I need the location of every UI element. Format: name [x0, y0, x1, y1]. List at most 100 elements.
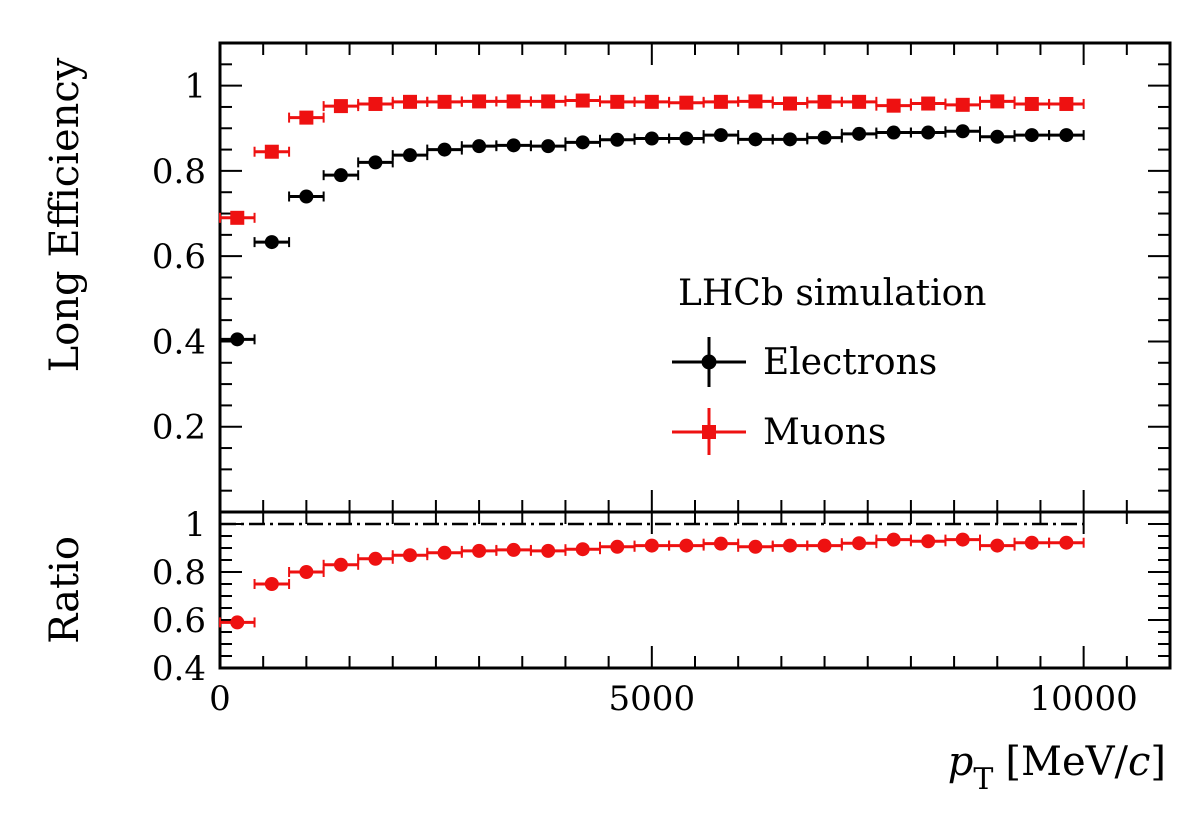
- electrons-point: [852, 126, 867, 141]
- electrons-point: [230, 332, 245, 347]
- bottom-panel-frame: [218, 510, 1172, 670]
- muons-point: [368, 96, 383, 111]
- ratio-point: [610, 539, 625, 554]
- y-tick-label: 0.8: [152, 553, 206, 593]
- legend-electrons-label: Electrons: [763, 342, 937, 383]
- muons-point: [299, 110, 314, 125]
- ratio-point: [472, 543, 487, 558]
- electrons-point: [990, 129, 1005, 144]
- ratio-point: [713, 536, 728, 551]
- muons-point: [713, 94, 728, 109]
- ratio-point: [299, 565, 314, 579]
- ratio-point: [403, 548, 417, 563]
- y-tick-label: 0.6: [152, 601, 206, 641]
- muons-point: [1024, 96, 1039, 111]
- muons-point: [679, 95, 694, 110]
- electrons-point: [886, 125, 901, 140]
- legend-muons-label: Muons: [763, 412, 886, 453]
- muons-point: [748, 94, 763, 109]
- series-electrons: [219, 124, 1085, 347]
- muons-point: [852, 94, 867, 109]
- muons-point: [1059, 96, 1074, 111]
- ratio-point: [886, 532, 901, 547]
- electrons-point: [333, 168, 348, 183]
- top-series-layer: [219, 93, 1085, 347]
- electrons-point: [437, 142, 452, 157]
- series-ratio: [219, 532, 1085, 630]
- ratio-point: [506, 542, 521, 557]
- muons-point: [230, 210, 245, 225]
- ratio-point: [748, 539, 763, 554]
- electrons-point: [506, 138, 521, 153]
- electrons-point: [1059, 128, 1074, 143]
- bottom-panel-ticks: [219, 511, 1171, 669]
- ratio-point: [1059, 535, 1074, 550]
- muons-point: [990, 94, 1005, 109]
- electrons-point: [610, 132, 625, 147]
- series-muons: [219, 93, 1085, 225]
- muons-point: [506, 94, 521, 109]
- legend-electrons-marker: [701, 354, 717, 370]
- ratio-point: [921, 534, 936, 549]
- x-axis-title-subscript: T: [973, 762, 993, 797]
- x-axis-title-unit-close: ]: [1150, 739, 1166, 785]
- muons-point: [817, 94, 832, 109]
- ratio-point: [817, 538, 832, 553]
- electrons-point: [575, 135, 590, 150]
- ratio-point: [333, 557, 348, 572]
- ratio-point: [990, 538, 1005, 553]
- electrons-point: [541, 139, 556, 154]
- electrons-point: [644, 131, 659, 146]
- muons-point: [437, 94, 452, 109]
- bottom-y-tick-labels: 0.4 0.6 0.8 1: [152, 505, 206, 689]
- ratio-point: [575, 542, 590, 557]
- legend: LHCb simulation Electrons Muons: [672, 273, 986, 455]
- muons-point: [783, 96, 797, 111]
- x-tick-labels: 0 5000 10000: [209, 679, 1138, 719]
- ratio-point: [437, 545, 452, 560]
- legend-entry-electrons: Electrons: [672, 337, 937, 387]
- electrons-point: [368, 155, 383, 170]
- electrons-point: [299, 189, 314, 204]
- ratio-point: [783, 538, 797, 553]
- y-tick-label: 0.2: [152, 408, 206, 448]
- electrons-point: [713, 128, 728, 143]
- electrons-point: [1024, 128, 1039, 143]
- electrons-point: [817, 130, 832, 145]
- muons-point: [403, 94, 417, 109]
- y-tick-label: 0.4: [152, 649, 206, 689]
- electrons-point: [472, 139, 487, 154]
- ratio-point: [1024, 535, 1039, 550]
- y-tick-label: 0.4: [152, 322, 206, 362]
- x-axis-title: pT [MeV/c]: [948, 739, 1166, 797]
- muons-point: [541, 94, 556, 109]
- muons-point: [610, 94, 625, 109]
- legend-entry-muons: Muons: [672, 408, 886, 455]
- electrons-point: [955, 124, 970, 139]
- top-panel-ticks: [219, 42, 1171, 513]
- bottom-series-layer: [219, 532, 1085, 630]
- ratio-point: [644, 538, 659, 553]
- top-y-axis-title: Long Efficiency: [42, 57, 88, 372]
- x-axis-title-unit-italic: c: [1128, 739, 1150, 785]
- x-tick-label: 10000: [1030, 679, 1138, 719]
- y-tick-label: 0.8: [152, 152, 206, 192]
- x-tick-label: 5000: [609, 679, 696, 719]
- muons-point: [955, 97, 970, 112]
- top-y-tick-labels: 0.2 0.4 0.6 0.8 1: [152, 67, 206, 448]
- x-axis-title-unit-open: [MeV/: [1005, 739, 1128, 785]
- top-panel: 0.2 0.4 0.6 0.8 1 Long Efficiency LHCb simul…: [42, 41, 1172, 514]
- muons-point: [575, 93, 590, 108]
- ratio-point: [264, 577, 279, 591]
- ratio-point: [368, 551, 383, 566]
- ratio-point: [955, 532, 970, 547]
- electrons-point: [783, 132, 797, 147]
- x-axis-title-main: p: [948, 739, 974, 785]
- x-tick-label: 0: [209, 679, 231, 719]
- bottom-y-axis-title: Ratio: [42, 536, 88, 644]
- electrons-point: [679, 131, 694, 146]
- muons-point: [264, 144, 279, 159]
- muons-point: [333, 99, 348, 114]
- muons-point: [886, 98, 901, 113]
